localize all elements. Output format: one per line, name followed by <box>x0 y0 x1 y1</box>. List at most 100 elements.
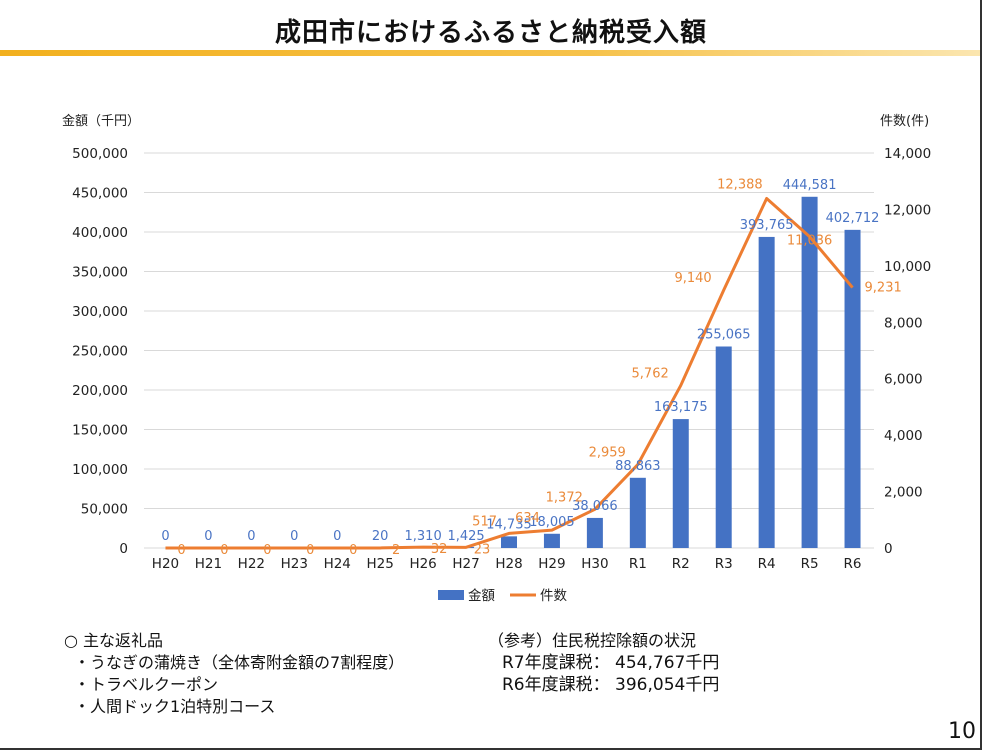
x-tick-label: H26 <box>409 556 436 572</box>
x-tick-label: R5 <box>801 556 819 572</box>
bar-data-label: 163,175 <box>654 400 708 415</box>
line-data-label: 5,762 <box>632 366 669 381</box>
bar <box>801 196 818 548</box>
notes-left-item: ・うなぎの蒲焼き（全体寄附金額の7割程度） <box>74 653 405 672</box>
bar-data-label: 20 <box>372 529 389 544</box>
legend-label: 件数 <box>540 588 568 604</box>
bar-data-label: 0 <box>247 529 255 544</box>
bar <box>629 477 646 548</box>
line-series <box>165 196 854 550</box>
y-right-tick-label: 0 <box>884 541 893 557</box>
x-tick-label: H30 <box>581 556 608 572</box>
line-data-label: 32 <box>431 542 448 557</box>
x-tick-label: R3 <box>715 556 733 572</box>
legend-label: 金額 <box>468 588 495 604</box>
bar-data-label: 1,425 <box>447 529 484 544</box>
y-right-tick-label: 12,000 <box>884 202 931 218</box>
line-data-label: 0 <box>349 543 357 558</box>
bar <box>844 229 861 548</box>
x-tick-label: R1 <box>629 556 647 572</box>
page-number: 10 <box>948 719 976 744</box>
y-left-tick-label: 350,000 <box>72 265 128 281</box>
frame-bottom <box>0 748 982 750</box>
bar <box>543 533 560 548</box>
y-right-tick-label: 14,000 <box>884 146 931 162</box>
y-right-tick-label: 8,000 <box>884 315 923 331</box>
line-data-label: 0 <box>263 543 271 558</box>
y-left-tick-label: 500,000 <box>72 146 128 162</box>
x-tick-label: H21 <box>195 556 222 572</box>
bar-data-label: 0 <box>204 529 212 544</box>
bar-data-label: 0 <box>333 529 341 544</box>
line-data-label: 11,036 <box>787 234 833 249</box>
line-data-label: 2,959 <box>589 446 626 461</box>
notes-left-item: ・人間ドック1泊特別コース <box>74 697 276 716</box>
notes-right: （参考）住民税控除額の状況 R7年度課税： 454,767千円 R6年度課税： … <box>488 630 719 696</box>
y-right-tick-label: 6,000 <box>884 372 923 388</box>
bar-data-label: 38,066 <box>572 499 618 514</box>
bar <box>715 346 732 548</box>
bar <box>501 536 517 548</box>
notes-right-item: R6年度課税： 396,054千円 <box>502 675 720 695</box>
line-data-label: 0 <box>220 543 228 558</box>
bar <box>672 419 689 548</box>
y-left-tick-label: 100,000 <box>72 462 128 478</box>
x-tick-label: H27 <box>452 556 479 572</box>
bar-data-label: 0 <box>290 529 298 544</box>
line-data-label: 9,231 <box>865 281 902 296</box>
y-left-tick-label: 300,000 <box>72 304 128 320</box>
title-underline <box>0 50 982 56</box>
notes-left-heading: ○ 主な返礼品 <box>64 631 164 650</box>
x-tick-label: H20 <box>152 556 179 572</box>
y-left-tick-label: 450,000 <box>72 186 128 202</box>
x-tick-label: H22 <box>238 556 265 572</box>
line-data-label: 12,388 <box>717 177 763 192</box>
x-tick-label: H28 <box>495 556 522 572</box>
bar <box>758 236 775 548</box>
x-tick-label: R4 <box>758 556 776 572</box>
x-tick-label: H29 <box>538 556 565 572</box>
y-right-axis-label: 件数(件) <box>880 114 929 129</box>
y-right-tick-label: 4,000 <box>884 428 923 444</box>
notes-left: ○ 主な返礼品 ・うなぎの蒲焼き（全体寄附金額の7割程度） ・トラベルクーポン … <box>64 630 404 718</box>
notes-left-item: ・トラベルクーポン <box>74 675 219 694</box>
line-data-label: 23 <box>474 542 491 557</box>
frame-right <box>980 0 982 750</box>
line-data-label: 9,140 <box>674 271 711 286</box>
line-data-label: 0 <box>177 543 185 558</box>
bar-data-label: 14,735 <box>486 517 532 532</box>
line-data-label: 0 <box>306 543 314 558</box>
x-tick-label: H25 <box>367 556 394 572</box>
notes-right-heading: （参考）住民税控除額の状況 <box>488 631 697 650</box>
x-tick-label: H23 <box>281 556 308 572</box>
bar-data-label: 88,863 <box>615 459 661 474</box>
line-data-label: 1,372 <box>546 490 583 505</box>
y-left-tick-label: 0 <box>119 541 128 557</box>
combo-chart: 0 50,000 100,000 150,000 200,000 250,000 300,0… <box>62 113 931 604</box>
notes-right-item: R7年度課税： 454,767千円 <box>502 653 720 673</box>
x-tick-label: H24 <box>324 556 351 572</box>
x-tick-label: R6 <box>844 556 862 572</box>
bar-data-label: 1,310 <box>405 529 442 544</box>
bar-data-label: 402,712 <box>826 211 880 226</box>
bar-data-label: 393,765 <box>740 218 794 233</box>
y-left-axis-label: 金額（千円） <box>62 113 140 129</box>
y-right-tick-label: 2,000 <box>884 485 923 501</box>
line-data-label: 2 <box>392 543 400 558</box>
y-left-tick-label: 200,000 <box>72 383 128 399</box>
line-data-label: 517 <box>472 514 497 529</box>
legend-swatch-bar <box>438 590 464 600</box>
bar-data-label: 255,065 <box>697 327 751 342</box>
line-data-label: 634 <box>515 511 540 526</box>
page-title: 成田市におけるふるさと納税受入額 <box>274 18 707 48</box>
y-left-tick-label: 400,000 <box>72 225 128 241</box>
y-left-tick-label: 250,000 <box>72 344 128 360</box>
y-left-tick-label: 150,000 <box>72 423 128 439</box>
bar-data-label: 0 <box>161 529 169 544</box>
bar-data-label: 18,005 <box>529 515 575 530</box>
y-left-tick-label: 50,000 <box>81 502 128 518</box>
bar <box>586 517 603 548</box>
y-right-tick-label: 10,000 <box>884 259 931 275</box>
bar-data-label: 444,581 <box>783 178 837 193</box>
x-tick-label: R2 <box>672 556 690 572</box>
